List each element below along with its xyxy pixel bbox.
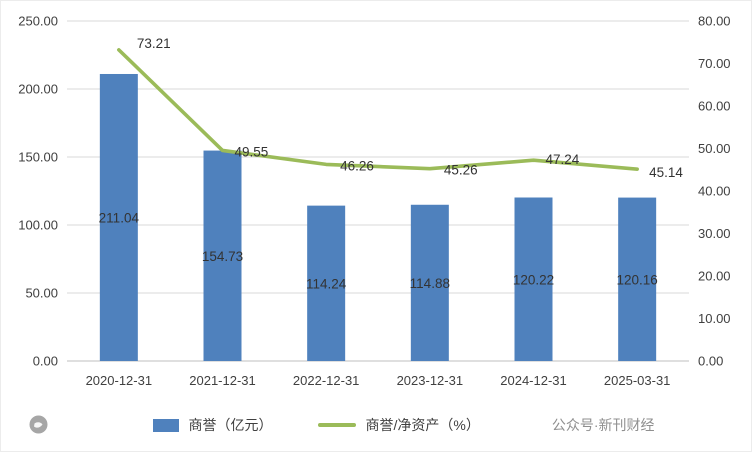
bar-label: 114.24	[306, 276, 347, 291]
y-axis-tick-left: 250.00	[18, 14, 58, 29]
bar	[514, 197, 553, 361]
legend-label-line: 商誉/净资产（%）	[365, 417, 480, 433]
line-point-label: 73.21	[137, 36, 171, 51]
x-axis-label: 2024-12-31	[500, 373, 567, 388]
legend-label-bar: 商誉（亿元）	[188, 417, 273, 433]
x-axis-label: 2022-12-31	[293, 373, 360, 388]
x-axis-label: 2025-03-31	[604, 373, 671, 388]
y-axis-tick-right: 10.00	[698, 311, 731, 326]
y-axis-tick-right: 50.00	[698, 141, 731, 156]
legend-item-ratio-line: 商誉/净资产（%）	[318, 415, 480, 435]
y-axis-tick-left: 150.00	[18, 150, 58, 165]
bar	[203, 150, 242, 361]
y-axis-tick-left: 100.00	[18, 218, 58, 233]
y-axis-tick-right: 40.00	[698, 184, 731, 199]
legend: 商誉（亿元） 商誉/净资产（%） 公众号·新刊财经	[29, 415, 751, 435]
line-point-label: 45.26	[444, 163, 478, 178]
x-axis-label: 2023-12-31	[397, 373, 464, 388]
bar	[99, 73, 138, 362]
watermark: 公众号·新刊财经	[29, 415, 655, 435]
line-point-label: 45.14	[649, 165, 683, 180]
bar	[307, 205, 346, 361]
bar	[618, 197, 657, 361]
bar-series-swatch-icon	[153, 418, 180, 432]
bar-label: 120.16	[617, 272, 658, 287]
line-series-swatch-icon	[318, 423, 357, 427]
y-axis-tick-left: 200.00	[18, 82, 58, 97]
bar-label: 211.04	[99, 210, 140, 225]
y-axis-tick-right: 30.00	[698, 226, 731, 241]
legend-item-goodwill-bar: 商誉（亿元）	[153, 415, 272, 435]
line-point-label: 47.24	[546, 152, 580, 167]
x-axis-label: 2020-12-31	[86, 373, 153, 388]
line-point-label: 49.55	[235, 144, 269, 159]
trend-line	[117, 48, 639, 171]
x-axis-label: 2021-12-31	[189, 373, 256, 388]
y-axis-tick-right: 70.00	[698, 56, 731, 71]
bar	[410, 204, 449, 361]
y-axis-tick-right: 60.00	[698, 99, 731, 114]
bar-label: 154.73	[202, 249, 243, 264]
bar-label: 114.88	[410, 276, 450, 291]
y-axis-tick-right: 20.00	[698, 269, 731, 284]
y-axis-tick-left: 50.00	[25, 286, 58, 301]
y-axis-tick-right: 0.00	[698, 354, 723, 369]
bar-label: 120.22	[513, 272, 554, 287]
watermark-logo-icon	[29, 415, 545, 435]
line-point-label: 46.26	[340, 158, 374, 173]
y-axis-tick-left: 0.00	[33, 354, 58, 369]
y-axis-tick-right: 80.00	[698, 14, 731, 29]
watermark-text: 公众号·新刊财经	[551, 417, 655, 433]
